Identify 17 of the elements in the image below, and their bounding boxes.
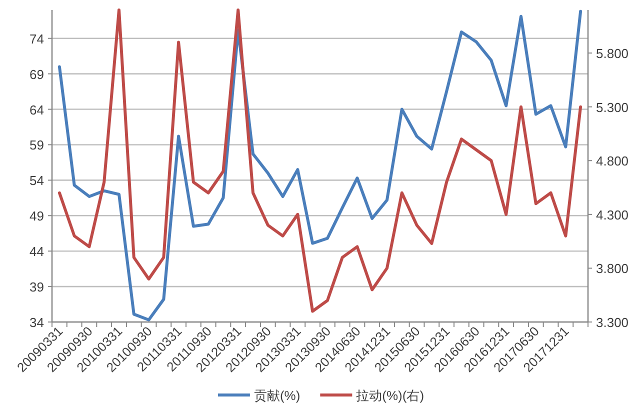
y-tick-label: 54	[30, 173, 44, 188]
y-tick-label: 34	[30, 315, 44, 330]
legend-label: 拉动(%)(右)	[356, 388, 424, 403]
y-tick-label: 69	[30, 66, 44, 82]
y-tick-label: 49	[30, 208, 44, 224]
y2-tick-label: 5.800	[596, 46, 629, 62]
y2-tick-label: 5.300	[596, 100, 629, 115]
y2-tick-label: 4.800	[596, 154, 629, 169]
y2-tick-label: 3.800	[596, 261, 629, 276]
y-tick-label: 74	[30, 31, 44, 46]
y-tick-label: 44	[30, 244, 44, 260]
y-tick-label: 59	[30, 138, 44, 153]
y-tick-label: 39	[30, 280, 44, 295]
y2-tick-label: 4.300	[596, 207, 629, 222]
y2-tick-label: 3.300	[596, 315, 629, 330]
legend-label: 贡献(%)	[254, 388, 300, 403]
y-tick-label: 64	[30, 102, 44, 118]
